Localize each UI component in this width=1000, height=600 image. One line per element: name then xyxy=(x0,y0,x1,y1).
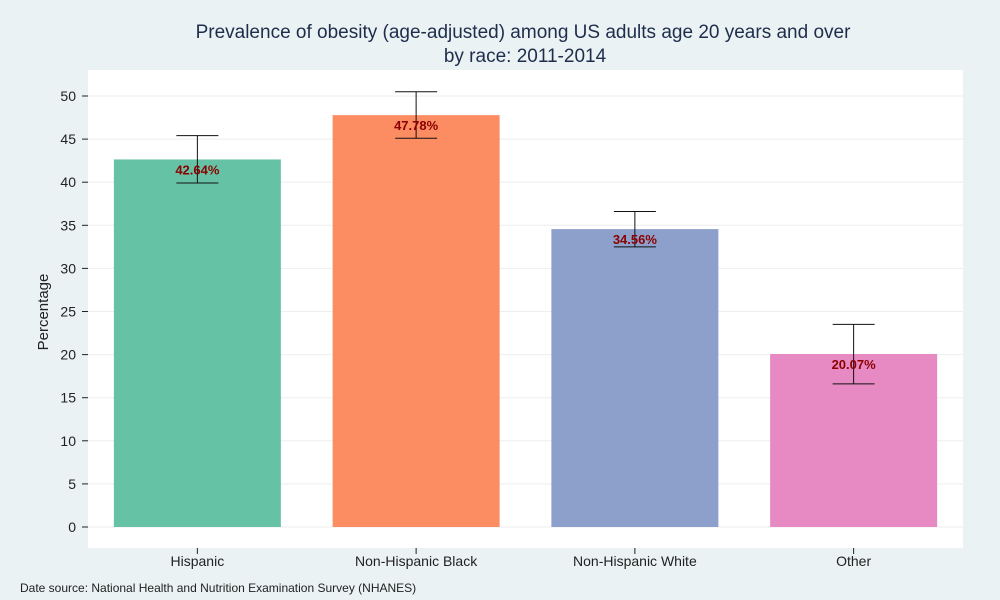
y-tick-label: 15 xyxy=(60,390,76,406)
x-category-label: Non-Hispanic White xyxy=(573,553,697,569)
source-note: Date source: National Health and Nutriti… xyxy=(20,581,416,595)
bars xyxy=(113,115,938,527)
data-label: 47.78% xyxy=(394,118,439,133)
y-tick-label: 0 xyxy=(68,519,76,535)
data-label: 42.64% xyxy=(175,162,220,177)
chart-subtitle: by race: 2011-2014 xyxy=(444,46,607,67)
y-tick-label: 10 xyxy=(60,433,76,449)
y-tick-label: 20 xyxy=(60,347,76,363)
bar xyxy=(332,115,500,527)
bar xyxy=(551,229,719,527)
x-axis: Hispanic Non-Hispanic Black Non-Hispanic W… xyxy=(171,548,871,569)
x-category-label: Other xyxy=(836,553,871,569)
y-axis: 0 5 10 15 20 25 30 35 40 45 50 xyxy=(60,88,88,535)
y-axis-label: Percentage xyxy=(35,274,52,351)
y-tick-label: 45 xyxy=(60,131,76,147)
x-category-label: Hispanic xyxy=(171,553,225,569)
y-tick-label: 50 xyxy=(60,88,76,104)
y-tick-label: 25 xyxy=(60,304,76,320)
y-tick-label: 30 xyxy=(60,260,76,276)
error-bars xyxy=(176,91,875,385)
chart-title: Prevalence of obesity (age-adjusted) amo… xyxy=(196,22,852,43)
x-category-label: Non-Hispanic Black xyxy=(355,553,478,569)
data-label: 20.07% xyxy=(832,357,877,372)
data-labels: 42.64% 47.78% 34.56% 20.07% xyxy=(175,118,876,372)
y-tick-label: 5 xyxy=(68,476,76,492)
bar xyxy=(113,159,281,527)
y-tick-label: 40 xyxy=(60,174,76,190)
data-label: 34.56% xyxy=(613,232,658,247)
y-tick-label: 35 xyxy=(60,217,76,233)
